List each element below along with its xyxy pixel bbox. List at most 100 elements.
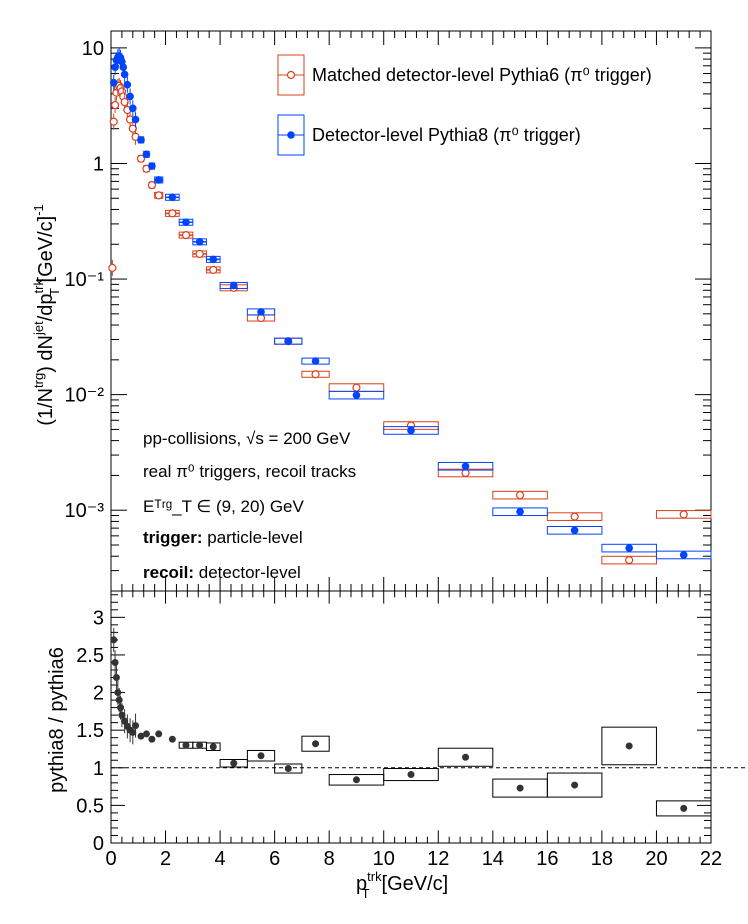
legend-marker-pythia6 (286, 70, 296, 80)
pythia6-point (195, 249, 204, 259)
x-tick-label: 6 (269, 848, 280, 870)
pythia6-point (168, 209, 177, 218)
top-y-tick-label: 10⁻¹ (65, 269, 105, 291)
top-axis-ticks (110, 31, 712, 592)
pythia8-point (195, 238, 204, 246)
pythia8-point (168, 193, 177, 202)
pythia8-point (257, 308, 265, 316)
ratio-point (112, 674, 120, 682)
annotation-trigger-value: particle-level (207, 528, 302, 547)
pythia6-point (209, 265, 218, 274)
x-tick-label: 2 (160, 848, 171, 870)
x-tick-label: 12 (427, 848, 449, 870)
bottom-data-marks (110, 627, 745, 817)
ratio-point (118, 711, 126, 719)
pythia8-point (229, 281, 238, 290)
pythia6-point (515, 491, 525, 500)
ratio-point (407, 771, 415, 779)
pythia8-point (352, 391, 361, 399)
pythia8-point (119, 63, 128, 72)
ratio-sys-box (301, 735, 330, 752)
ratio-point (137, 732, 145, 740)
pythia8-point (148, 162, 156, 170)
pythia6-point (679, 510, 688, 519)
ratio-point (111, 658, 119, 666)
ratio-sys-box (546, 772, 603, 798)
legend-label-pythia8: Detector-level Pythia8 (π⁰ trigger) (312, 125, 581, 145)
x-axis-title: ptrk T [GeV/c] (356, 869, 448, 901)
ratio-point (110, 636, 118, 644)
ratio-point (155, 730, 163, 738)
pythia8-point (679, 551, 688, 559)
x-tick-label: 14 (482, 848, 504, 870)
bottom-y-tick-label: 1.5 (76, 720, 104, 742)
pythia8-sys-box (328, 390, 385, 400)
pythia6-point (311, 370, 320, 379)
legend-label-pythia6: Matched detector-level Pythia6 (π⁰ trigg… (312, 65, 652, 85)
ratio-point (625, 742, 633, 750)
top-y-tick-label: 10 (82, 38, 104, 60)
pythia8-point (209, 255, 218, 264)
pythia8-point (311, 357, 320, 365)
pythia8-point (516, 507, 524, 516)
bottom-y-tick-label: 1 (93, 758, 104, 780)
pythia8-sys-box (601, 543, 657, 553)
pythia6-point (108, 263, 117, 272)
bottom-y-tick-label: 2 (93, 683, 104, 705)
ratio-sys-box (246, 749, 276, 762)
ratio-point (209, 743, 217, 751)
annotation-triggers: real π⁰ triggers, recoil tracks (143, 462, 356, 481)
x-tick-label: 16 (536, 848, 558, 870)
ratio-point (115, 696, 123, 704)
pythia8-point (129, 104, 137, 113)
ratio-point (117, 704, 125, 712)
ratio-point (114, 689, 122, 697)
pythia8-sys-box (383, 426, 439, 435)
annotations: pp-collisions, √s = 200 GeV real π⁰ trig… (143, 429, 356, 582)
bottom-y-tick-label: 3 (93, 607, 104, 629)
bottom-y-tick-label: 0.5 (76, 795, 104, 817)
pythia8-point (182, 218, 190, 227)
ratio-sys-box (383, 768, 439, 782)
ratio-point (352, 776, 360, 784)
pythia6-point (109, 117, 118, 126)
legend-marker-pythia8 (287, 131, 295, 139)
ratio-point (284, 765, 292, 773)
x-tick-label: 20 (645, 848, 667, 870)
ratio-point (142, 730, 150, 738)
x-tick-label: 10 (373, 848, 395, 870)
pythia8-point (126, 92, 134, 101)
ratio-sys-box (219, 759, 248, 768)
ratio-point (182, 741, 190, 749)
annotation-recoil-value: detector-level (199, 563, 301, 582)
top-data-marks (108, 48, 712, 565)
ratio-point (230, 759, 238, 767)
x-tick-labels: 0 2 4 6 8 10 12 14 16 18 20 22 (105, 848, 722, 870)
pythia6-point (625, 556, 634, 565)
pythia8-sys-box (437, 461, 494, 471)
ratio-point (148, 735, 156, 743)
pythia6-point (147, 180, 157, 190)
pythia8-point (570, 526, 579, 535)
pythia8-point (120, 70, 129, 79)
bottom-y-axis-title: pythia8 / pythia6 (46, 647, 68, 793)
annotation-et-range: Eᵀʳᵍ_T ∈ (9, 20) GeV (143, 497, 304, 516)
pythia6-point (120, 97, 129, 107)
pythia8-point (142, 150, 151, 159)
pythia8-point (625, 544, 633, 552)
pythia6-point (110, 100, 120, 110)
top-panel: 10 1 10⁻¹ 10⁻² 10⁻³ (65, 30, 712, 592)
ratio-point (132, 722, 140, 730)
ratio-point (571, 781, 579, 789)
annotation-trigger-bold: trigger: (143, 528, 203, 547)
ratio-point (168, 735, 176, 743)
annotation-recoil-bold: recoil: (143, 563, 194, 582)
pythia8-point (407, 426, 415, 435)
annotation-recoil-level: recoil: detector-level (143, 563, 301, 582)
pythia6-point (570, 512, 579, 521)
ratio-sys-box (274, 763, 303, 774)
pythia8-sys-box (546, 525, 603, 535)
ratio-point (462, 753, 470, 761)
ratio-point (680, 804, 688, 812)
pythia6-point (352, 383, 361, 392)
